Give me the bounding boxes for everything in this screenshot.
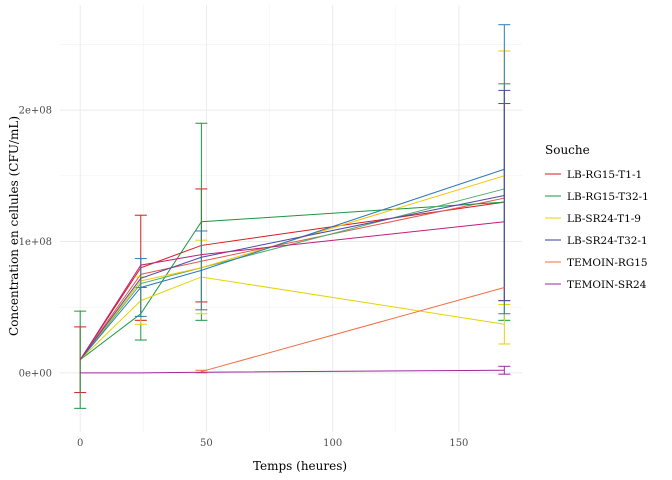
- legend-label: TEMOIN-SR24: [567, 279, 647, 291]
- x-tick-label: 100: [323, 438, 342, 449]
- series-line: [80, 369, 505, 374]
- y-axis-ticks: 0e+00 1e+08 2e+08: [19, 106, 52, 380]
- x-tick-label: 0: [77, 438, 83, 449]
- y-tick-label: 1e+08: [19, 237, 52, 248]
- legend-label: TEMOIN-RG15: [567, 257, 648, 269]
- series-line: [79, 188, 505, 361]
- y-axis-title: Concentration en cellules (CFU/mL): [7, 116, 21, 336]
- series-layer: [74, 24, 511, 409]
- series-temoin-sr24: [80, 365, 511, 375]
- legend-label: LB-RG15-T1-1: [567, 169, 642, 181]
- y-tick-label: 0e+00: [19, 368, 52, 379]
- series-temoin-sr24: [79, 221, 505, 361]
- series-line: [201, 286, 505, 373]
- series-line: [79, 195, 505, 361]
- legend: Souche LB-RG15-T1-1 LB-RG15-T32-1 LB-SR24-…: [545, 143, 649, 291]
- series-line: [79, 175, 505, 361]
- series-line: [79, 276, 505, 361]
- series-line: [79, 201, 505, 361]
- legend-title: Souche: [545, 143, 590, 157]
- y-tick-label: 2e+08: [19, 106, 52, 117]
- grid-minor: [60, 5, 522, 432]
- series-line: [79, 168, 505, 361]
- x-tick-label: 150: [449, 438, 468, 449]
- series-line: [79, 221, 505, 361]
- x-axis-ticks: 0 50 100 150: [77, 438, 468, 449]
- x-axis-title: Temps (heures): [253, 459, 347, 473]
- series-lb-rg15-t32-1: [79, 188, 505, 361]
- legend-label: LB-SR24-T32-1: [567, 235, 648, 247]
- legend-label: LB-SR24-T1-9: [567, 213, 641, 225]
- x-tick-label: 50: [200, 438, 213, 449]
- series-lb-sr24-t32-1: [79, 89, 511, 361]
- legend-label: LB-RG15-T32-1: [567, 191, 649, 203]
